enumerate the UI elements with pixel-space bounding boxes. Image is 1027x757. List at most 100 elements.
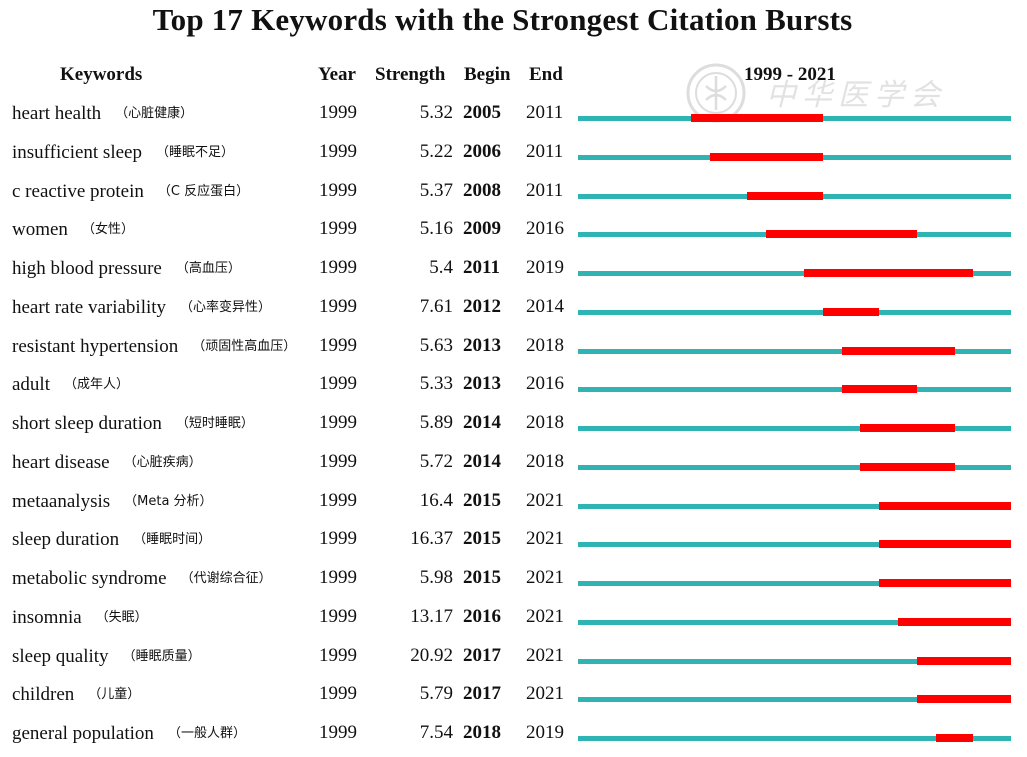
keyword-translation: （睡眠时间）: [133, 532, 212, 548]
keyword-cell: insufficient sleep （睡眠不足）: [12, 141, 234, 164]
keyword-cell: sleep quality （睡眠质量）: [12, 645, 201, 668]
burst-bar: [879, 540, 1011, 549]
table-row: children （儿童） 1999 5.79 2017 2021: [0, 677, 1027, 716]
table-row: heart rate variability （心率变异性） 1999 7.61 201…: [0, 290, 1027, 329]
strength-cell: 13.17: [410, 605, 453, 627]
chart-title: Top 17 Keywords with the Strongest Citat…: [152, 2, 853, 37]
keyword-translation: （短时睡眠）: [175, 416, 254, 431]
timeline-track: [578, 695, 1011, 704]
keyword-label: c reactive protein: [12, 180, 144, 202]
strength-cell: 7.54: [419, 722, 453, 743]
keyword-cell: heart disease （心脏疾病）: [12, 451, 202, 474]
begin-cell: 2006: [463, 140, 501, 162]
table-row: heart disease （心脏疾病） 1999 5.72 2014 2018: [0, 445, 1027, 484]
keyword-translation: （心脏疾病）: [123, 454, 202, 470]
keyword-label: metaanalysis: [12, 490, 111, 512]
begin-cell: 2013: [463, 373, 501, 395]
timeline-track: [578, 230, 1011, 239]
begin-cell: 2009: [463, 218, 501, 240]
begin-cell: 2018: [463, 722, 501, 743]
keyword-label: children: [12, 684, 75, 706]
burst-bar: [898, 617, 1011, 626]
keyword-cell: high blood pressure （高血压）: [12, 257, 241, 280]
timeline-track: [578, 579, 1011, 587]
keyword-translation: （失眠）: [95, 609, 148, 625]
keyword-label: adult: [12, 374, 50, 396]
year-cell: 1999: [319, 489, 357, 511]
keyword-translation: （高血压）: [175, 261, 241, 276]
timeline-track: [578, 269, 1011, 277]
end-cell: 2011: [526, 102, 564, 123]
keyword-cell: heart rate variability （心率变异性）: [12, 296, 271, 319]
keyword-translation: （睡眠质量）: [122, 648, 201, 664]
burst-bar: [879, 579, 1011, 587]
timeline-track: [578, 346, 1011, 355]
begin-cell: 2012: [463, 295, 501, 317]
begin-cell: 2008: [463, 179, 501, 201]
table-row: sleep duration （睡眠时间） 1999 16.37 2015 2021: [0, 522, 1027, 561]
year-cell: 1999: [319, 605, 357, 627]
burst-bar: [841, 385, 917, 394]
end-cell: 2018: [526, 450, 564, 472]
year-cell: 1999: [319, 257, 357, 278]
keyword-translation: （心脏健康）: [115, 106, 194, 121]
year-cell: 1999: [319, 102, 357, 123]
burst-bar: [822, 307, 880, 316]
burst-table: heart health （心脏健康） 1999 5.32 2005 2011 insuff…: [0, 96, 1027, 755]
table-row: women （女性） 1999 5.16 2009 2016: [0, 212, 1027, 251]
keyword-translation: （Meta 分析）: [124, 493, 213, 509]
strength-cell: 5.37: [419, 179, 453, 201]
keyword-label: insufficient sleep: [12, 141, 142, 163]
end-cell: 2011: [526, 179, 564, 201]
end-cell: 2021: [526, 528, 564, 550]
keyword-translation: （心率变异性）: [180, 299, 272, 315]
year-cell: 1999: [319, 450, 357, 472]
timeline-track: [578, 617, 1011, 626]
year-cell: 1999: [319, 528, 357, 550]
keyword-label: insomnia: [12, 606, 82, 628]
keyword-cell: adult （成年人）: [12, 373, 129, 396]
keyword-translation: （儿童）: [88, 687, 141, 703]
strength-cell: 5.33: [419, 373, 453, 395]
strength-cell: 5.89: [419, 412, 453, 433]
end-cell: 2021: [526, 644, 564, 666]
keyword-label: resistant hypertension: [12, 335, 179, 357]
strength-cell: 7.61: [419, 295, 453, 317]
keyword-translation: （成年人）: [64, 377, 130, 393]
strength-cell: 20.92: [410, 644, 453, 666]
keyword-cell: general population （一般人群）: [12, 722, 246, 745]
keyword-translation: （C 反应蛋白）: [157, 183, 250, 199]
burst-bar: [916, 656, 1011, 665]
year-cell: 1999: [319, 218, 357, 240]
keyword-label: metabolic syndrome: [12, 568, 167, 589]
year-cell: 1999: [319, 179, 357, 201]
year-cell: 1999: [319, 140, 357, 162]
keyword-label: general population: [12, 723, 154, 744]
table-row: sleep quality （睡眠质量） 1999 20.92 2017 2021: [0, 639, 1027, 678]
keyword-label: heart health: [12, 103, 102, 124]
keyword-translation: （睡眠不足）: [155, 144, 234, 160]
keyword-label: high blood pressure: [12, 258, 162, 279]
table-row: high blood pressure （高血压） 1999 5.4 2011 2019: [0, 251, 1027, 290]
year-cell: 1999: [319, 644, 357, 666]
keyword-cell: sleep duration （睡眠时间）: [12, 528, 211, 551]
keyword-label: heart disease: [12, 451, 110, 473]
table-row: insomnia （失眠） 1999 13.17 2016 2021: [0, 600, 1027, 639]
strength-cell: 5.98: [419, 567, 453, 588]
header-keywords: Keywords: [60, 64, 143, 85]
begin-cell: 2015: [463, 528, 501, 550]
end-cell: 2014: [526, 295, 564, 317]
timeline-track: [578, 656, 1011, 665]
strength-cell: 16.37: [410, 528, 453, 550]
timeline-track: [578, 191, 1011, 200]
strength-cell: 5.16: [419, 218, 453, 240]
table-row: insufficient sleep （睡眠不足） 1999 5.22 2006 2011: [0, 135, 1027, 174]
strength-cell: 5.63: [419, 334, 453, 356]
begin-cell: 2013: [463, 334, 501, 356]
year-cell: 1999: [319, 722, 357, 743]
header-time-range: 1999 - 2021: [744, 64, 836, 85]
keyword-translation: （顽固性高血压）: [192, 338, 297, 354]
keyword-cell: c reactive protein （C 反应蛋白）: [12, 180, 249, 203]
header-strength: Strength: [375, 64, 446, 85]
begin-cell: 2017: [463, 644, 501, 666]
